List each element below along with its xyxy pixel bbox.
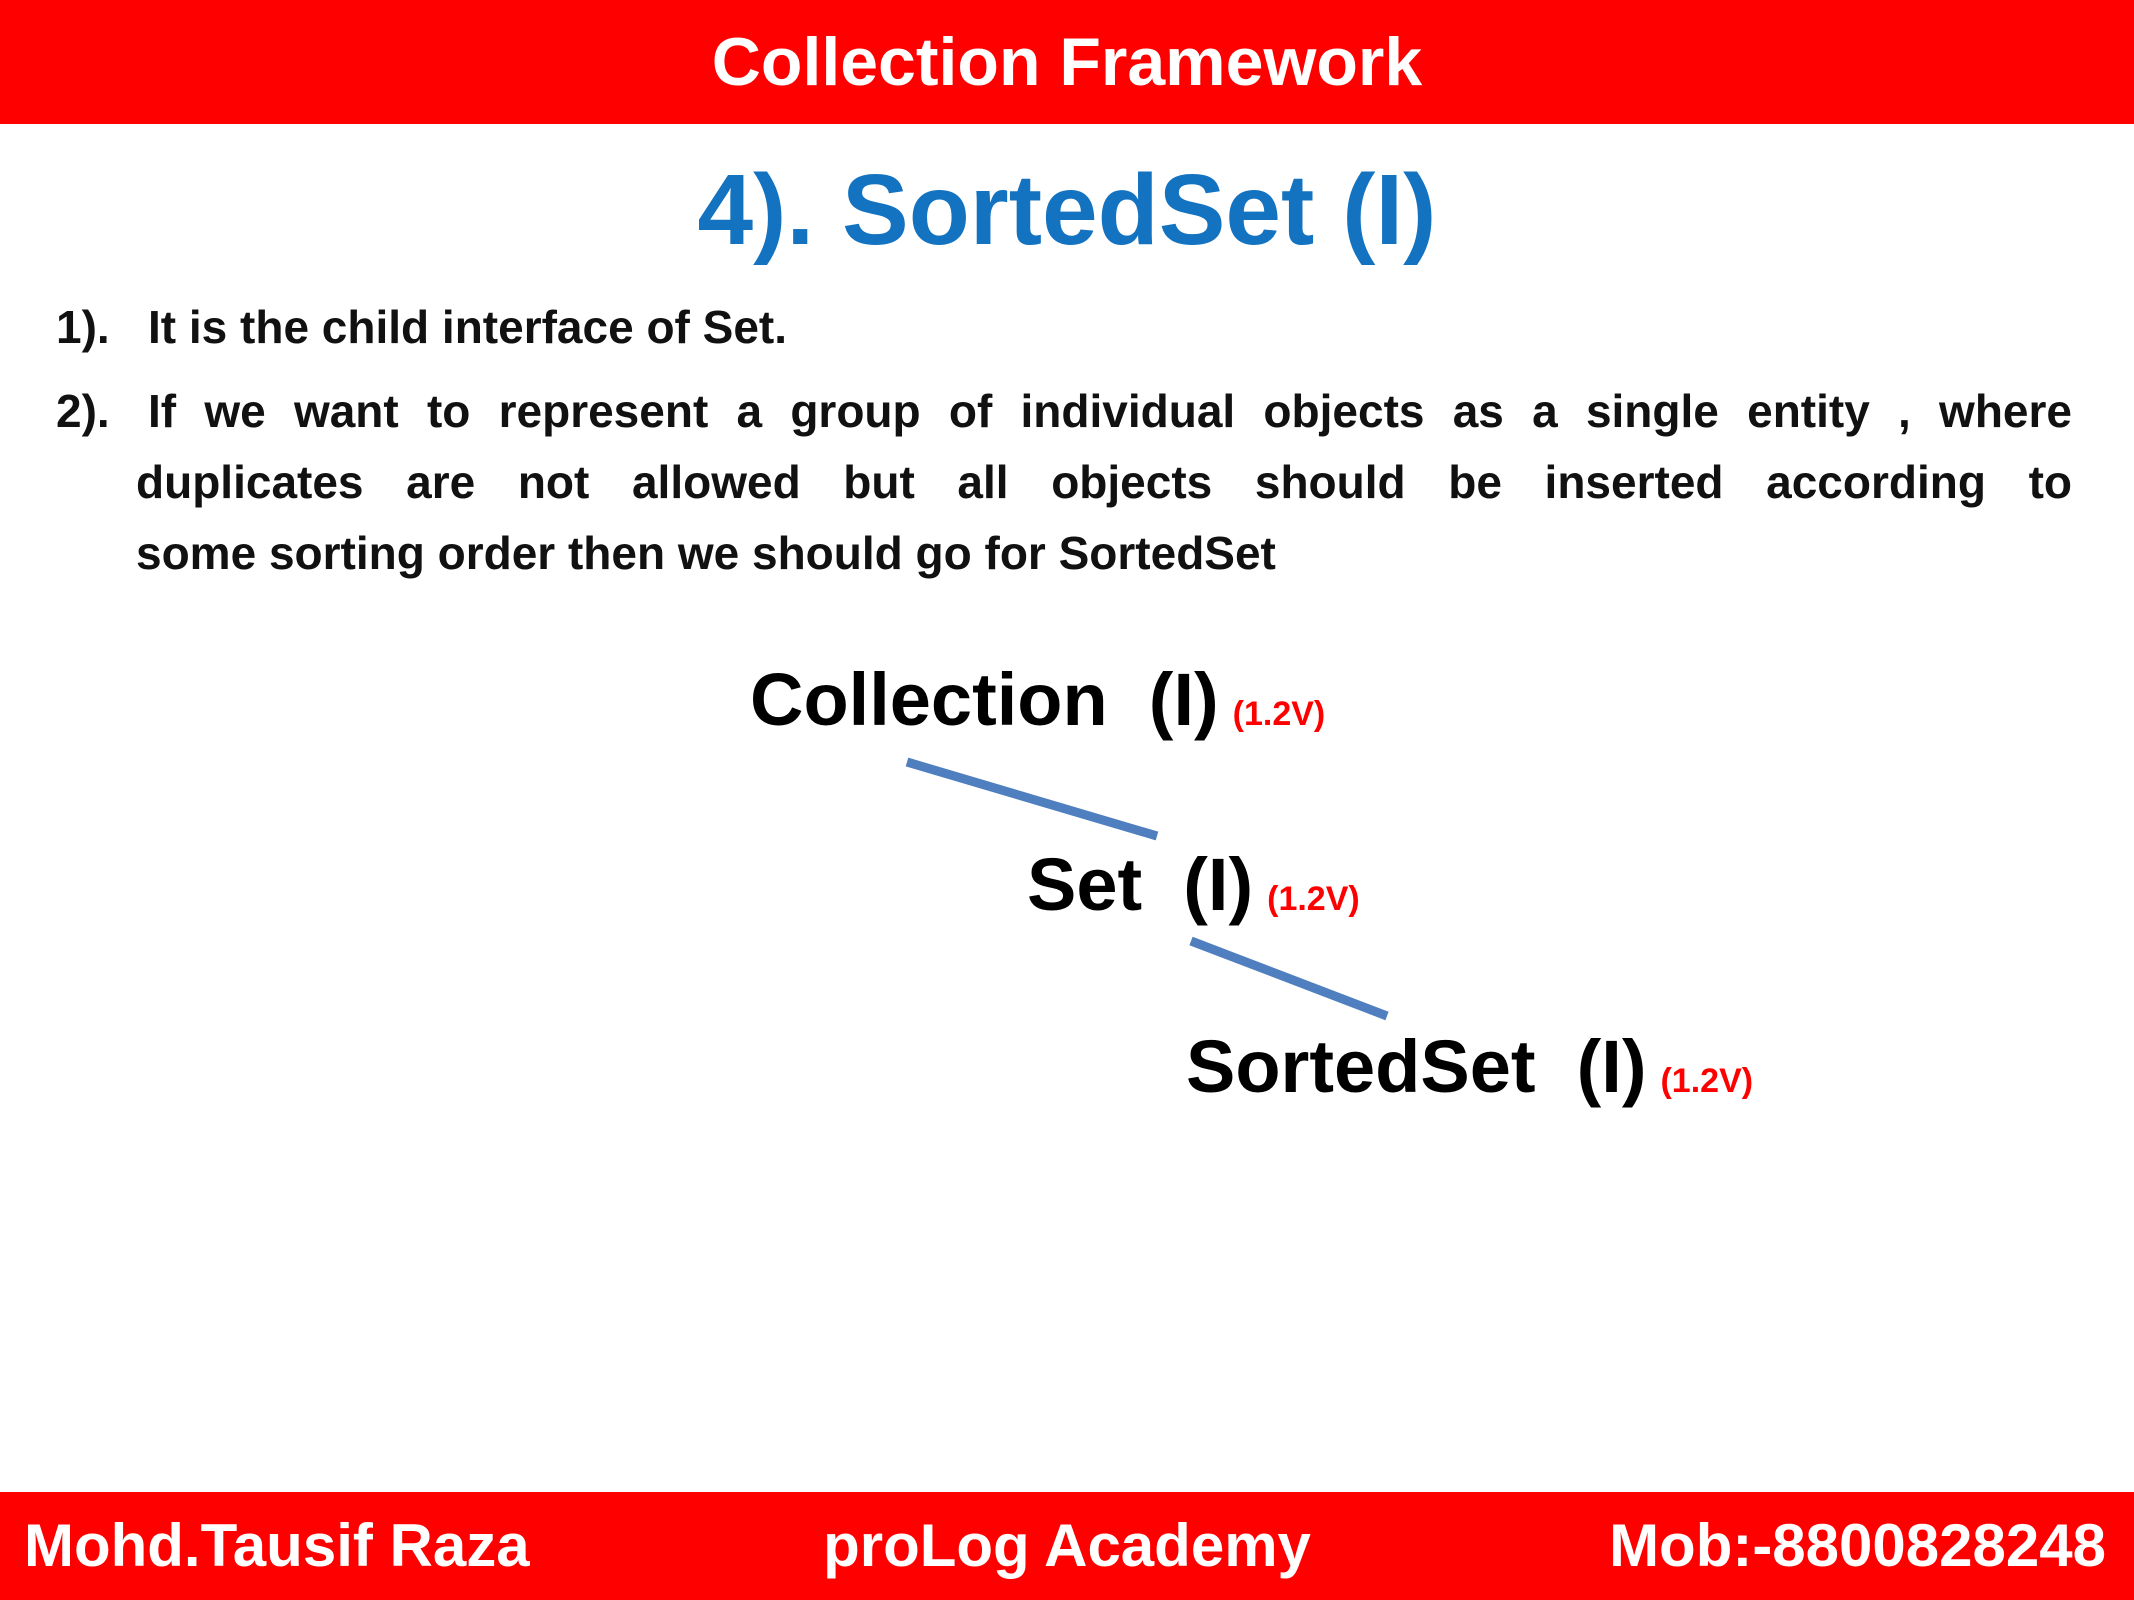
node-set: Set (I) (1.2V) (1027, 840, 1360, 944)
header-bar (0, 0, 2134, 124)
header-title: Collection Framework (711, 24, 1423, 100)
footer-academy: proLog Academy (823, 1512, 1311, 1579)
footer-bar (0, 1492, 2134, 1600)
node-collection-version: (1.2V) (1232, 695, 1326, 733)
node-sortedset: SortedSet (I) (1.2V) (1186, 1022, 1753, 1126)
connector-set-sortedset (1189, 936, 1389, 1021)
point-2-line-1-text: If we want to represent a group of indiv… (148, 385, 2072, 437)
node-sortedset-label: SortedSet (I) (1186, 1025, 1647, 1108)
slide-title: 4). SortedSet (I) (697, 154, 1437, 266)
point-2-line-1: 2). If we want to represent a group of i… (56, 376, 2072, 447)
point-2-number: 2). (56, 385, 110, 437)
node-sortedset-version: (1.2V) (1660, 1062, 1754, 1100)
point-2-line-3: some sorting order then we should go for… (136, 527, 1276, 579)
footer-contact: Mob:-8800828248 (1609, 1512, 2106, 1579)
node-collection-label: Collection (I) (750, 658, 1219, 741)
node-collection: Collection (I) (1.2V) (750, 655, 1325, 759)
connector-collection-set (905, 757, 1159, 841)
point-2: 2). If we want to represent a group of i… (56, 376, 2072, 589)
point-1-number: 1). (56, 301, 110, 353)
node-set-label: Set (I) (1027, 843, 1254, 926)
point-2-line-2: duplicates are not allowed but all objec… (136, 456, 2072, 508)
point-1-text: It is the child interface of Set. (148, 301, 788, 353)
node-set-version: (1.2V) (1267, 880, 1360, 918)
point-1: 1). It is the child interface of Set. (56, 292, 2072, 363)
footer-author: Mohd.Tausif Raza (24, 1512, 530, 1579)
